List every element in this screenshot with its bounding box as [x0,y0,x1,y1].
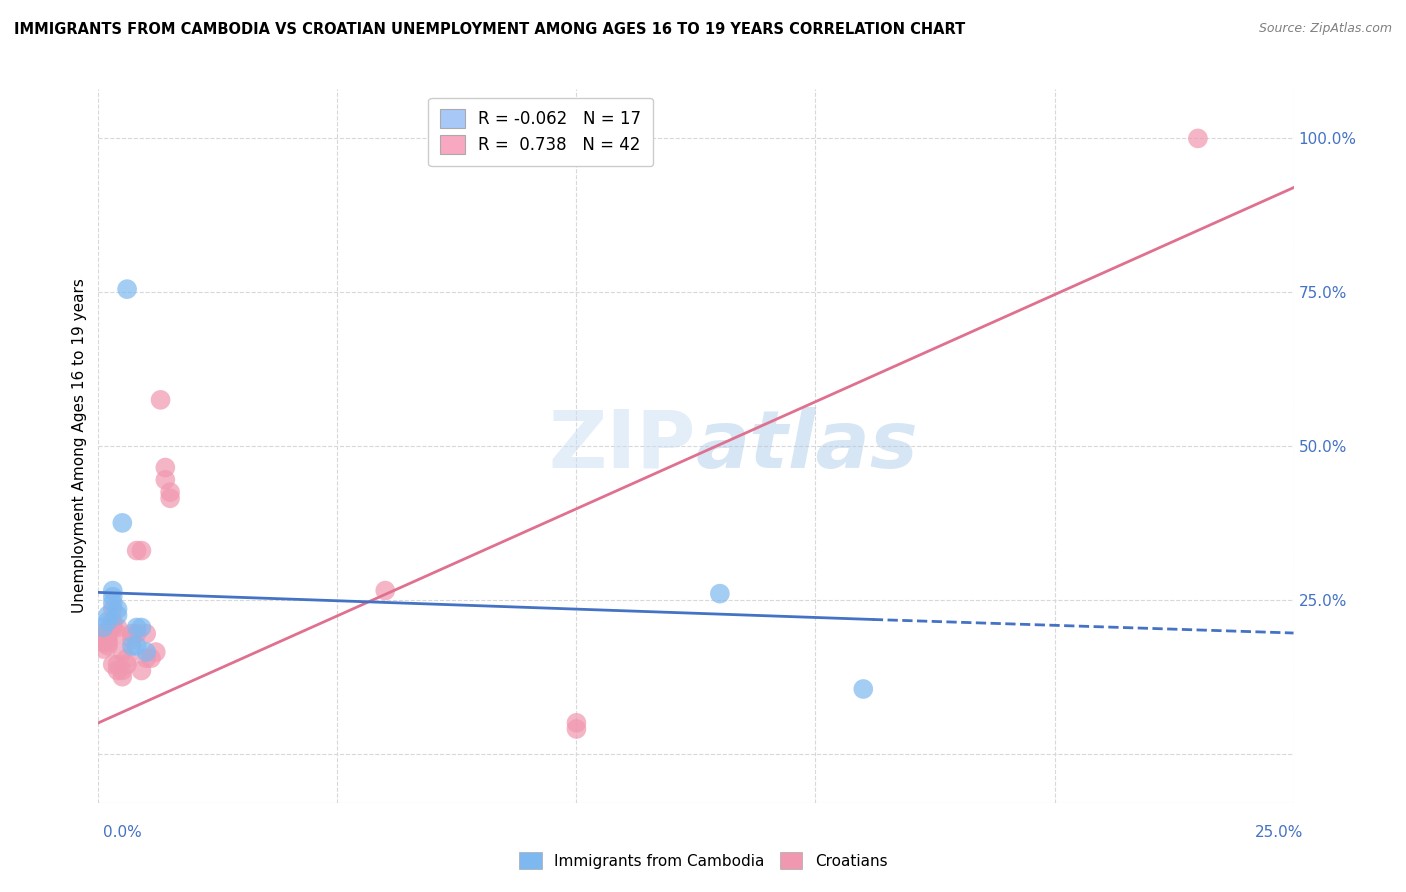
Point [97,615,120,629]
Point [139,651,162,665]
Point [101,602,124,616]
Point [97,636,120,650]
Point [709,587,731,601]
Point [115,651,138,665]
Point [159,485,181,500]
Point [852,681,875,696]
Point [121,632,143,647]
Point [125,626,148,640]
Point [121,626,143,640]
Point [107,657,129,672]
Text: ZIP: ZIP [548,407,696,485]
Point [91,632,114,647]
Point [101,620,124,634]
Point [111,516,134,530]
Point [565,715,588,730]
Point [91,620,114,634]
Y-axis label: Unemployment Among Ages 16 to 19 years: Unemployment Among Ages 16 to 19 years [72,278,87,614]
Point [155,473,177,487]
Text: Source: ZipAtlas.com: Source: ZipAtlas.com [1258,22,1392,36]
Point [91,636,114,650]
Point [101,615,124,629]
Point [125,639,148,653]
Point [135,645,157,659]
Point [115,282,138,296]
Point [107,602,129,616]
Point [145,645,167,659]
Point [91,642,114,657]
Point [91,626,114,640]
Point [101,583,124,598]
Point [1187,131,1209,145]
Text: IMMIGRANTS FROM CAMBODIA VS CROATIAN UNEMPLOYMENT AMONG AGES 16 TO 19 YEARS CORR: IMMIGRANTS FROM CAMBODIA VS CROATIAN UNE… [14,22,966,37]
Point [101,657,124,672]
Point [107,664,129,678]
Point [115,657,138,672]
Point [101,590,124,604]
Text: 25.0%: 25.0% [1256,825,1303,839]
Point [135,626,157,640]
Point [374,583,396,598]
Text: atlas: atlas [696,407,918,485]
Point [111,645,134,659]
Point [111,664,134,678]
Point [131,664,153,678]
Point [97,626,120,640]
Point [125,543,148,558]
Point [111,670,134,684]
Point [101,617,124,632]
Point [101,596,124,610]
Legend: R = -0.062   N = 17, R =  0.738   N = 42: R = -0.062 N = 17, R = 0.738 N = 42 [429,97,652,166]
Point [131,620,153,634]
Point [107,620,129,634]
Point [97,639,120,653]
Point [135,651,157,665]
Point [565,722,588,736]
Point [107,626,129,640]
Point [97,624,120,638]
Point [131,543,153,558]
Point [125,620,148,634]
Point [149,392,172,407]
Point [107,608,129,623]
Point [97,632,120,647]
Point [159,491,181,506]
Legend: Immigrants from Cambodia, Croatians: Immigrants from Cambodia, Croatians [513,846,893,875]
Point [155,460,177,475]
Text: 0.0%: 0.0% [103,825,142,839]
Point [121,639,143,653]
Point [97,608,120,623]
